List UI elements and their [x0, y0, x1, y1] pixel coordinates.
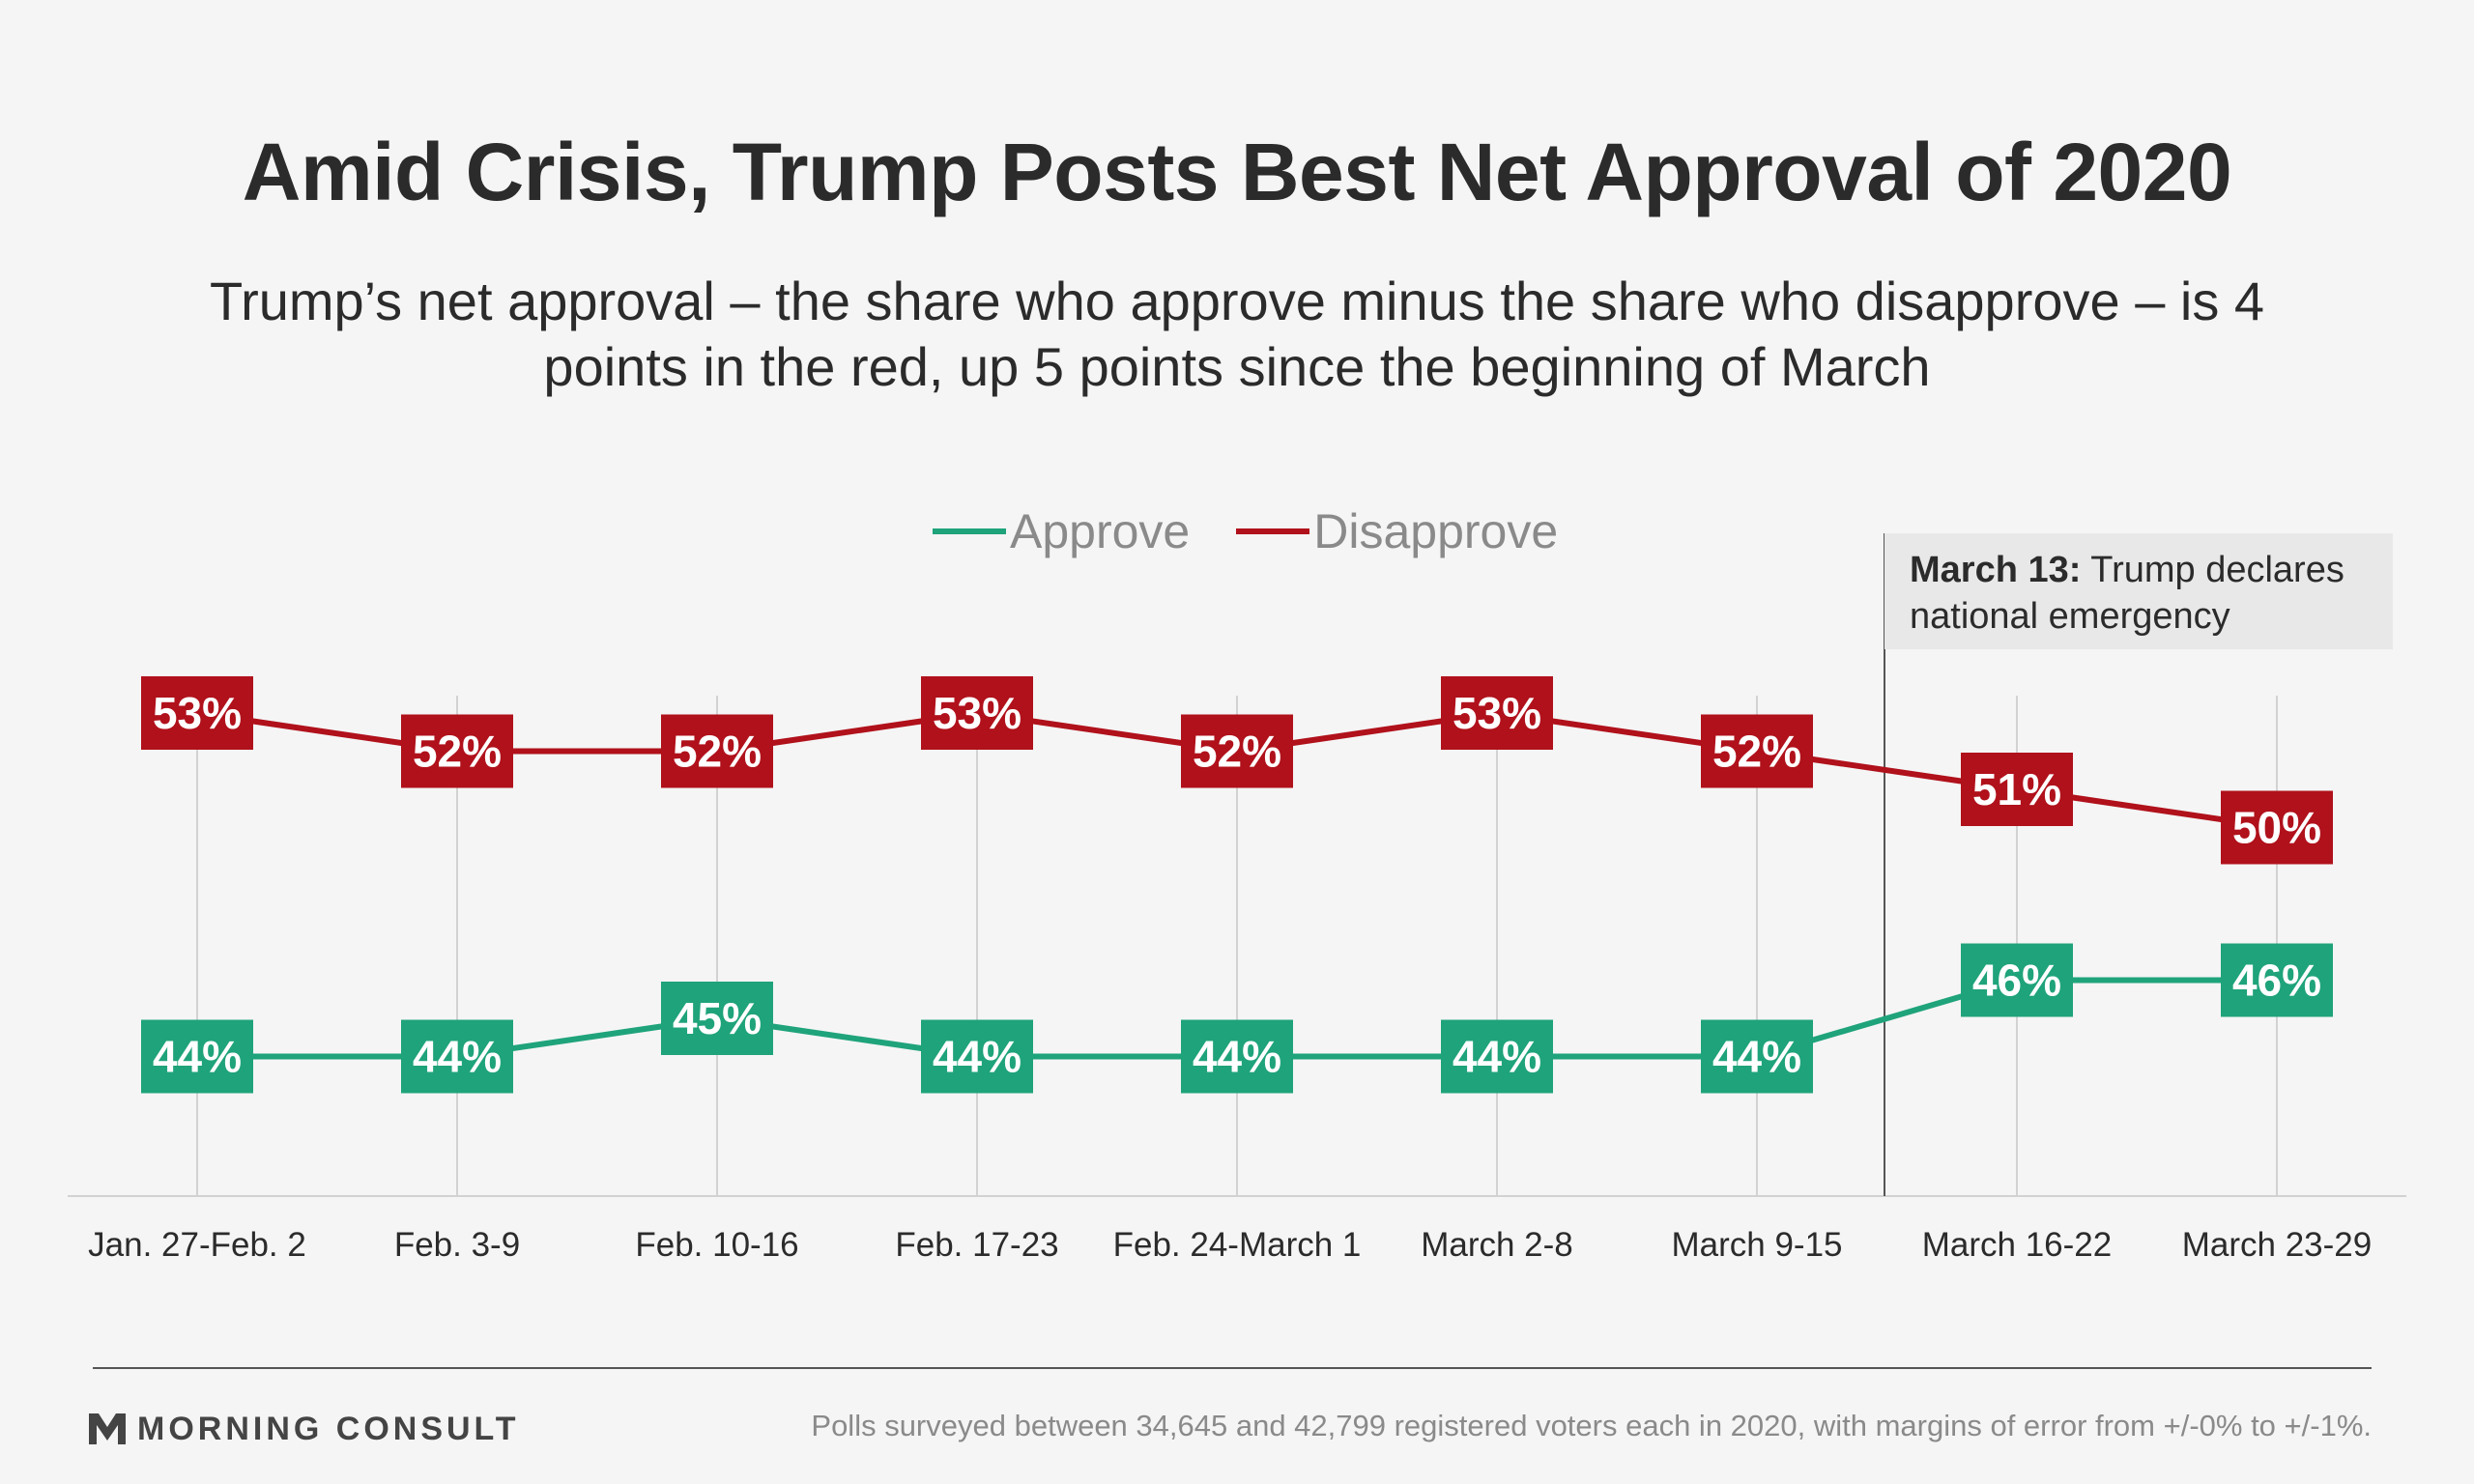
x-tick-label: Feb. 10-16 — [635, 1226, 798, 1264]
data-point-disapprove — [921, 676, 1033, 750]
data-point-disapprove — [661, 714, 773, 788]
data-point-approve — [921, 1019, 1033, 1094]
x-tick-label: March 23-29 — [2182, 1226, 2372, 1264]
data-label: 52% — [673, 727, 762, 777]
chart-subtitle: Trump’s net approval – the share who app… — [209, 271, 2265, 397]
data-point-disapprove — [1961, 753, 2073, 826]
data-point-approve — [401, 1019, 513, 1094]
data-point-approve — [661, 982, 773, 1055]
x-tick-label: Jan. 27-Feb. 2 — [88, 1226, 306, 1264]
x-tick-label: March 9-15 — [1671, 1226, 1842, 1264]
x-tick-label: Feb. 3-9 — [394, 1226, 520, 1264]
data-label: 53% — [153, 688, 242, 738]
legend-label-approve: Approve — [1010, 504, 1191, 558]
chart-title: Amid Crisis, Trump Posts Best Net Approv… — [242, 127, 2232, 217]
event-annotation: March 13: Trump declares national emerge… — [1884, 533, 2393, 649]
data-label: 44% — [933, 1032, 1021, 1082]
data-label: 45% — [673, 993, 762, 1043]
data-label: 51% — [1972, 764, 2061, 814]
annotation-date: March 13: — [1910, 550, 2082, 590]
data-point-disapprove — [141, 676, 253, 750]
x-tick-label: Feb. 17-23 — [895, 1226, 1058, 1264]
data-point-disapprove — [401, 714, 513, 788]
data-label: 44% — [1453, 1032, 1541, 1082]
data-label: 52% — [1712, 727, 1801, 777]
legend: Approve Disapprove — [933, 502, 1604, 560]
data-label: 50% — [2232, 803, 2321, 853]
data-label: 52% — [413, 727, 502, 777]
brand-name: MORNING CONSULT — [137, 1410, 520, 1447]
footer-divider — [93, 1367, 2372, 1369]
data-point-disapprove — [2221, 790, 2333, 865]
legend-swatch-approve — [933, 528, 1006, 534]
data-point-approve — [141, 1019, 253, 1094]
annotation-text: Trump declares national emergency — [1910, 550, 2345, 637]
data-point-approve — [1961, 943, 2073, 1017]
data-point-disapprove — [1701, 714, 1813, 788]
data-label: 46% — [1972, 956, 2061, 1006]
legend-item-disapprove: Disapprove — [1236, 503, 1558, 559]
x-tick-label: March 16-22 — [1922, 1226, 2112, 1264]
brand-logo: MORNING CONSULT — [89, 1407, 520, 1451]
source-note: Polls surveyed between 34,645 and 42,799… — [811, 1409, 2372, 1442]
legend-item-approve: Approve — [933, 503, 1190, 559]
morning-consult-logo-icon — [89, 1413, 126, 1444]
data-point-disapprove — [1181, 714, 1293, 788]
data-label: 44% — [1712, 1032, 1801, 1082]
data-label: 44% — [153, 1032, 242, 1082]
data-label: 53% — [933, 688, 1021, 738]
legend-swatch-disapprove — [1236, 528, 1310, 534]
data-label: 44% — [413, 1032, 502, 1082]
data-label: 46% — [2232, 956, 2321, 1006]
x-tick-label: Feb. 24-March 1 — [1113, 1226, 1362, 1264]
data-point-approve — [1181, 1019, 1293, 1094]
data-label: 44% — [1193, 1032, 1281, 1082]
data-point-approve — [2221, 943, 2333, 1017]
data-label: 52% — [1193, 727, 1281, 777]
data-point-disapprove — [1441, 676, 1553, 750]
data-point-approve — [1441, 1019, 1553, 1094]
data-point-approve — [1701, 1019, 1813, 1094]
data-label: 53% — [1453, 688, 1541, 738]
legend-label-disapprove: Disapprove — [1313, 504, 1559, 558]
x-tick-label: March 2-8 — [1421, 1226, 1573, 1264]
